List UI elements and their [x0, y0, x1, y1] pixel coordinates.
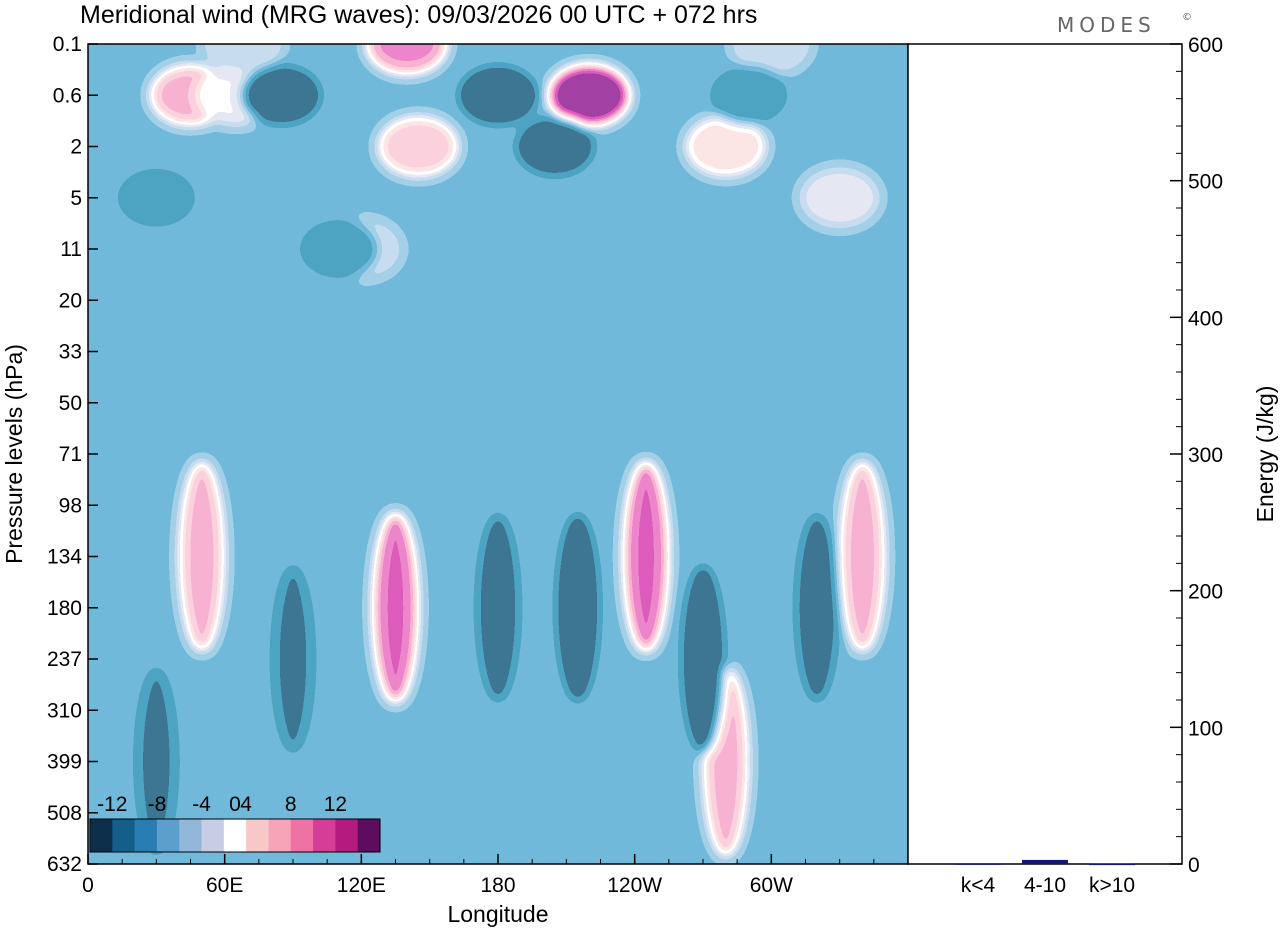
- colorbar-swatch: [179, 819, 203, 852]
- y-tick-label: 2: [70, 136, 82, 159]
- y-tick-label: 399: [47, 751, 82, 774]
- chart-title: Meridional wind (MRG waves): 09/03/2026 …: [80, 1, 757, 29]
- logo-mark: ©: [1182, 12, 1192, 23]
- y-tick-label: 71: [59, 443, 82, 466]
- positive-wind-cell: [840, 461, 885, 652]
- colorbar-label: -8: [148, 793, 167, 816]
- colorbar-swatch: [112, 819, 136, 852]
- field-base: [88, 44, 908, 864]
- energy-plot: 0 100 200 300 400 500 600 k<4 4-10 k>10 Energy (…: [907, 34, 1278, 897]
- y-axis: 0.1 0.6 2 5 11 20 33 50 71 98 134 180 237 310 399 508 63…: [47, 33, 98, 876]
- energy-axis-label: Energy (J/kg): [1252, 386, 1278, 523]
- energy-tick-label: 600: [1188, 34, 1223, 57]
- negative-wind-cell: [708, 65, 789, 126]
- energy-category-label: 4-10: [1024, 874, 1066, 897]
- x-tick-label: 0: [82, 874, 94, 897]
- colorbar-swatch: [313, 819, 336, 852]
- positive-wind-cell: [685, 116, 766, 177]
- y-tick-label: 5: [70, 187, 82, 210]
- y-tick-label: 20: [59, 289, 82, 312]
- y-tick-label: 11: [60, 238, 82, 261]
- positive-wind-cell: [624, 461, 669, 652]
- colorbar-label: 4: [240, 793, 252, 816]
- colorbar-label: 0: [229, 793, 241, 816]
- colorbar-swatch: [335, 819, 359, 852]
- x-tick-label: 120W: [607, 874, 662, 897]
- positive-wind-cell: [202, 44, 283, 74]
- y-tick-label: 134: [47, 546, 82, 569]
- colorbar-swatch: [90, 819, 113, 852]
- energy-bars: [955, 859, 1135, 866]
- energy-bar: [1022, 859, 1068, 864]
- y-tick-label: 0.1: [53, 33, 82, 56]
- colorbar-label: 8: [285, 793, 297, 816]
- energy-category-label: k<4: [961, 874, 996, 897]
- energy-bar: [1089, 863, 1135, 866]
- x-tick-label: 60E: [206, 874, 243, 897]
- colorbar-swatch: [223, 819, 247, 852]
- contour-field: [88, 44, 908, 864]
- energy-x-axis: k<4 4-10 k>10: [961, 874, 1135, 897]
- y-tick-label: 180: [47, 597, 82, 620]
- colorbar-swatch: [290, 819, 314, 852]
- y-tick-label: 0.6: [53, 84, 82, 107]
- positive-wind-cell: [366, 44, 447, 74]
- energy-tick-label: 300: [1188, 444, 1223, 467]
- colorbar-swatch: [201, 819, 225, 852]
- colorbar-frame: [89, 818, 381, 853]
- negative-wind-cell: [271, 564, 315, 754]
- x-tick-label: 60W: [750, 874, 793, 897]
- positive-wind-cell: [378, 116, 459, 177]
- energy-category-label: k>10: [1089, 874, 1135, 897]
- positive-wind-cell: [549, 65, 630, 126]
- negative-wind-cell: [681, 564, 725, 754]
- negative-wind-cell: [555, 512, 600, 703]
- negative-wind-cell: [514, 116, 595, 177]
- y-tick-label: 508: [47, 802, 82, 825]
- energy-bar: [955, 863, 1001, 865]
- y-tick-label: 237: [47, 648, 82, 671]
- negative-wind-cell: [794, 512, 839, 703]
- positive-wind-cell: [373, 512, 418, 703]
- positive-wind-cell: [799, 167, 880, 228]
- negative-wind-cell: [241, 65, 322, 126]
- negative-wind-cell: [116, 167, 197, 228]
- colorbar-swatch: [246, 819, 269, 852]
- colorbar-label: 12: [324, 793, 347, 816]
- negative-wind-cell: [458, 65, 538, 126]
- x-axis-label: Longitude: [447, 901, 548, 927]
- y-tick-label: 98: [59, 494, 82, 517]
- colorbar: -12 -8 -4 0 4 8 12: [89, 793, 381, 853]
- energy-tick-label: 0: [1188, 854, 1200, 877]
- colorbar-label: -12: [97, 793, 127, 816]
- heatmap-plot: 0 60E 120E 180 120W 60W 0.1 0.6 2 5 11 20 33 50 71 98 1…: [1, 33, 909, 927]
- energy-y-axis: 0 100 200 300 400 500 600: [1170, 34, 1223, 877]
- negative-wind-cell: [476, 512, 520, 703]
- energy-tick-label: 100: [1188, 717, 1223, 740]
- modes-logo: MODES: [1057, 13, 1156, 37]
- colorbar-swatch: [156, 819, 180, 852]
- colorbar-swatch: [134, 819, 158, 852]
- negative-wind-cell: [134, 666, 179, 857]
- y-tick-label: 310: [47, 699, 82, 722]
- wind-field: [88, 44, 908, 864]
- energy-tick-label: 200: [1188, 581, 1223, 604]
- colorbar-label: -4: [192, 793, 211, 816]
- y-tick-label: 50: [59, 392, 82, 415]
- x-tick-label: 180: [480, 874, 515, 897]
- colorbar-swatch: [268, 819, 292, 852]
- y-axis-label: Pressure levels (hPa): [1, 344, 27, 564]
- positive-wind-cell: [179, 461, 224, 652]
- x-tick-label: 120E: [337, 874, 386, 897]
- energy-tick-label: 500: [1188, 171, 1223, 194]
- negative-wind-cell: [298, 219, 379, 279]
- y-tick-label: 632: [47, 853, 82, 876]
- y-tick-label: 33: [59, 341, 82, 364]
- energy-frame: [907, 43, 1183, 865]
- x-axis: 0 60E 120E 180 120W 60W: [82, 854, 909, 897]
- energy-tick-label: 400: [1188, 307, 1223, 330]
- colorbar-swatch: [357, 819, 381, 852]
